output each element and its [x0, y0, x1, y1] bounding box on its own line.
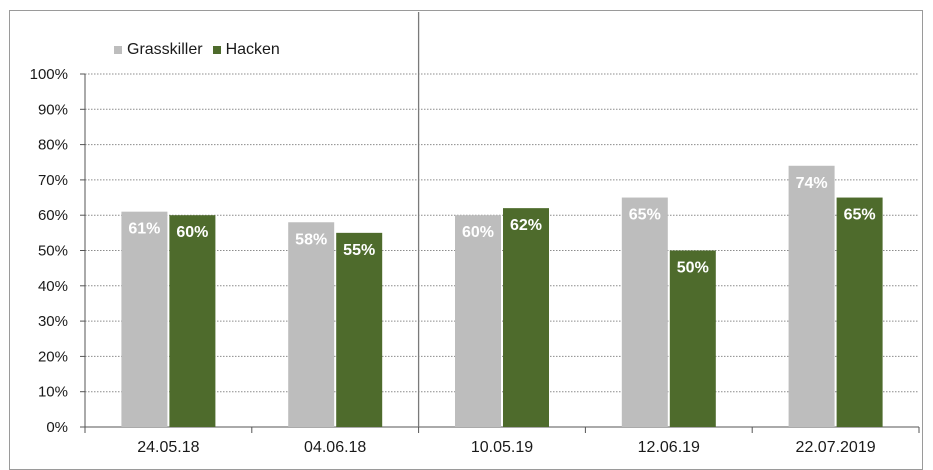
data-label: 62%	[510, 217, 542, 234]
y-tick-label: 30%	[38, 313, 68, 330]
legend-swatch-grasskiller	[114, 46, 122, 54]
data-label: 60%	[176, 224, 208, 241]
y-tick-label: 90%	[38, 101, 68, 118]
legend-swatch-hacken	[212, 46, 221, 54]
data-label: 58%	[295, 231, 327, 248]
x-tick-label: 12.06.19	[638, 439, 700, 456]
bar-hacken	[836, 197, 883, 427]
y-tick-label: 70%	[38, 172, 68, 189]
bar-hacken	[336, 232, 383, 427]
legend-label-hacken: Hacken	[225, 41, 280, 58]
bar-grasskiller	[288, 222, 335, 427]
y-tick-label: 100%	[30, 66, 68, 83]
y-tick-label: 0%	[46, 419, 68, 436]
bar-grasskiller	[621, 197, 668, 427]
bar-grasskiller	[455, 215, 501, 427]
y-tick-label: 50%	[38, 243, 68, 260]
legend-item-hacken: Hacken	[212, 41, 280, 59]
bar-hacken	[503, 208, 549, 427]
legend-item-grasskiller: Grasskiller	[114, 41, 203, 59]
y-tick-label: 60%	[38, 207, 68, 224]
data-label: 65%	[629, 207, 661, 224]
x-tick-label: 24.05.18	[137, 439, 199, 456]
data-label: 50%	[677, 260, 709, 277]
data-label: 60%	[462, 224, 494, 241]
y-tick-label: 20%	[38, 348, 68, 365]
x-tick-label: 10.05.19	[471, 439, 533, 456]
data-label: 61%	[128, 221, 160, 238]
y-tick-label: 40%	[38, 278, 68, 295]
bar-hacken	[669, 250, 716, 427]
x-tick-label: 22.07.2019	[796, 439, 876, 456]
chart-legend: Grasskiller Hacken	[114, 41, 290, 59]
bar-hacken	[169, 215, 216, 427]
y-tick-label: 10%	[38, 384, 68, 401]
bar-grasskiller	[121, 211, 168, 427]
data-label: 65%	[844, 207, 876, 224]
bar-grasskiller	[788, 165, 835, 427]
y-tick-label: 80%	[38, 137, 68, 154]
x-tick-label: 04.06.18	[304, 439, 366, 456]
data-label: 55%	[343, 242, 375, 259]
data-label: 74%	[796, 175, 828, 192]
legend-label-grasskiller: Grasskiller	[127, 41, 203, 58]
